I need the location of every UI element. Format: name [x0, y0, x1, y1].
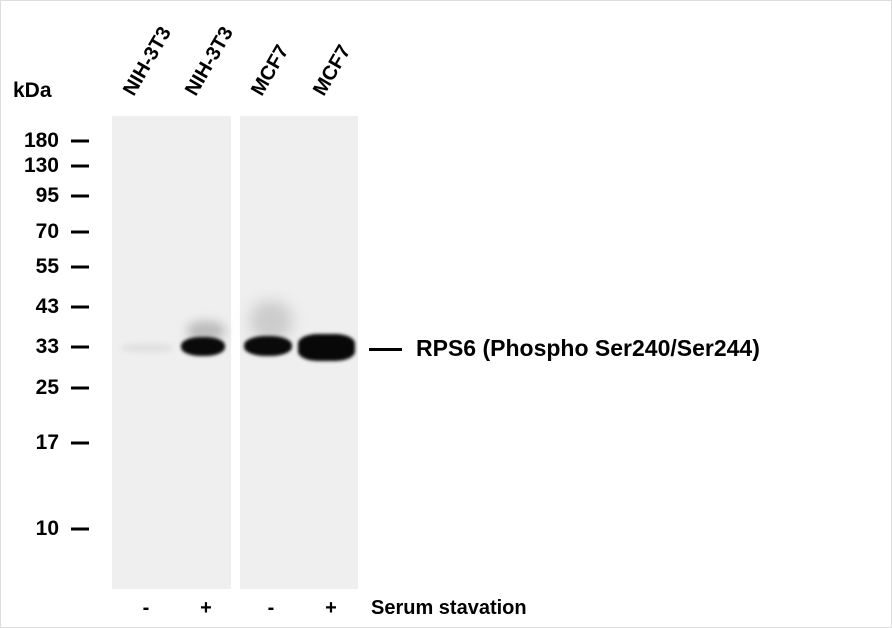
- marker-tick: [71, 265, 89, 269]
- marker-tick: [71, 527, 89, 531]
- marker-tick: [71, 139, 89, 143]
- treatment-sign: +: [325, 597, 337, 619]
- blot-panel-nih3t3: [112, 116, 231, 589]
- marker-label: 130: [23, 154, 59, 177]
- marker-label: 180: [23, 129, 59, 152]
- band-pointer-line: [369, 348, 402, 351]
- marker-tick: [71, 305, 89, 309]
- marker-tick: [71, 164, 89, 168]
- band-smear-lane2: [187, 321, 225, 341]
- marker-tick: [71, 386, 89, 390]
- treatment-sign: -: [267, 597, 275, 619]
- lane-label: NIH-3T3: [181, 23, 238, 100]
- marker-tick: [71, 441, 89, 445]
- kda-label: kDa: [13, 79, 52, 102]
- lane-label: NIH-3T3: [119, 23, 176, 100]
- marker-label: 17: [35, 431, 59, 454]
- marker-tick: [71, 345, 89, 349]
- treatment-sign: -: [142, 597, 150, 619]
- lane-label: MCF7: [309, 41, 356, 100]
- band-smear-lane3: [250, 301, 292, 341]
- blot-panel-mcf7: [240, 116, 358, 589]
- marker-label: 70: [35, 220, 59, 243]
- band-lane2: [181, 337, 225, 356]
- band-lane4: [298, 334, 355, 361]
- marker-label: 33: [35, 335, 59, 358]
- band-label: RPS6 (Phospho Ser240/Ser244): [416, 335, 760, 361]
- marker-label: 25: [35, 376, 59, 399]
- marker-label: 55: [35, 255, 59, 278]
- marker-label: 10: [35, 517, 59, 540]
- marker-label: 43: [35, 295, 59, 318]
- marker-tick: [71, 230, 89, 234]
- band-lane1: [121, 343, 173, 353]
- lane-label: MCF7: [247, 41, 294, 100]
- treatment-sign: +: [200, 597, 212, 619]
- treatment-label: Serum stavation: [371, 597, 527, 619]
- marker-tick: [71, 194, 89, 198]
- marker-label: 95: [35, 184, 59, 207]
- band-lane3: [244, 336, 292, 356]
